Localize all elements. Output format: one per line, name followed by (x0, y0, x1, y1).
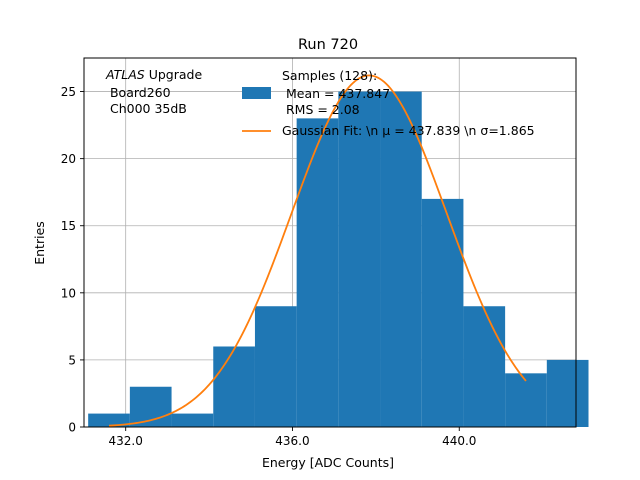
histogram-bar (296, 118, 339, 427)
y-axis-label: Entries (32, 221, 47, 265)
histogram-bar (463, 306, 506, 427)
atlas-label-italic: ATLAS (105, 67, 145, 82)
x-tick-label: 440.0 (442, 434, 476, 448)
atlas-label-board: Board260 (106, 85, 171, 100)
svg-text:ATLAS Upgrade: ATLAS Upgrade (105, 67, 202, 82)
plot-frame (83, 57, 577, 428)
atlas-label-upgrade: Upgrade (145, 67, 203, 82)
histogram-bar (421, 198, 464, 427)
histogram-bar (254, 306, 297, 427)
legend-samples-line1: Samples (128): (282, 68, 377, 83)
x-axis-ticks: 432.0 436.0 440.0 (109, 427, 476, 448)
legend: Samples (128): Mean = 437.847 RMS = 2.08… (242, 68, 535, 138)
x-tick-label: 436.0 (275, 434, 309, 448)
legend-samples-line2: Mean = 437.847 (282, 86, 390, 101)
y-tick-label: 0 (68, 421, 76, 435)
histogram-bars (88, 91, 589, 427)
histogram-bar (546, 359, 589, 427)
atlas-label: ATLAS Upgrade Board260 Ch000 35dB (105, 67, 202, 116)
legend-samples-swatch (242, 87, 271, 99)
y-axis-ticks: 0 5 10 15 20 25 (61, 85, 84, 435)
gaussian-fit (108, 74, 527, 427)
y-tick-label: 20 (61, 152, 76, 166)
legend-samples-line3: RMS = 2.08 (282, 102, 360, 117)
y-tick-label: 5 (68, 353, 76, 367)
atlas-label-channel: Ch000 35dB (106, 101, 187, 116)
x-axis-label: Energy [ADC Counts] (262, 455, 394, 470)
y-tick-label: 10 (61, 286, 76, 300)
x-tick-label: 432.0 (109, 434, 143, 448)
histogram-bar (171, 413, 214, 427)
histogram-bar (505, 373, 547, 427)
legend-fit-label: Gaussian Fit: \n μ = 437.839 \n σ=1.865 (282, 123, 535, 138)
y-tick-label: 25 (61, 85, 76, 99)
fit-curve (108, 74, 527, 427)
histogram-bar (88, 413, 130, 427)
histogram-bar (380, 91, 422, 427)
y-tick-label: 15 (61, 219, 76, 233)
histogram-bar (338, 91, 381, 427)
chart-title: Run 720 (298, 37, 358, 53)
histogram-bar (213, 346, 255, 427)
